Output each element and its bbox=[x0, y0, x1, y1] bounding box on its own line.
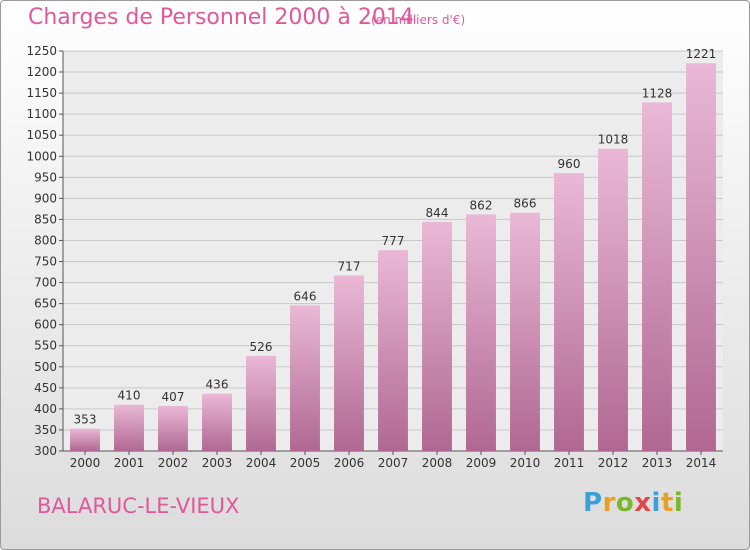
y-tick-label: 1100 bbox=[26, 107, 57, 121]
bar-2000 bbox=[70, 428, 100, 451]
bar-2001 bbox=[114, 404, 144, 451]
bar-value-label: 353 bbox=[74, 413, 97, 427]
labels: 300 350 400 450 500 550 600 650 700 750 800 850 900 9… bbox=[26, 44, 716, 470]
bar-2003 bbox=[202, 393, 232, 451]
bars bbox=[70, 63, 716, 452]
logo-letter: r bbox=[602, 488, 616, 518]
y-tick-label: 600 bbox=[34, 318, 57, 332]
logo-letter: o bbox=[615, 488, 635, 518]
y-tick-label: 450 bbox=[34, 381, 57, 395]
y-tick-label: 1150 bbox=[26, 86, 57, 100]
bar-2007 bbox=[378, 250, 408, 451]
x-tick-label: 2001 bbox=[114, 456, 145, 470]
bar-value-label: 436 bbox=[206, 378, 229, 392]
bar-2012 bbox=[598, 148, 628, 451]
y-tick-label: 300 bbox=[34, 444, 57, 458]
bar-2002 bbox=[158, 405, 188, 451]
logo-letter: x bbox=[634, 488, 652, 518]
logo-letter: t bbox=[660, 488, 674, 518]
chart-subtitle: (en milliers d'€) bbox=[371, 13, 466, 27]
bar-2004 bbox=[246, 355, 276, 451]
x-tick-label: 2008 bbox=[422, 456, 453, 470]
x-tick-label: 2012 bbox=[598, 456, 629, 470]
bar-value-label: 526 bbox=[250, 340, 273, 354]
y-tick-label: 350 bbox=[34, 423, 57, 437]
x-tick-label: 2009 bbox=[466, 456, 497, 470]
y-tick-label: 850 bbox=[34, 212, 57, 226]
y-tick-label: 1200 bbox=[26, 65, 57, 79]
bar-2010 bbox=[510, 212, 540, 451]
y-tick-label: 550 bbox=[34, 339, 57, 353]
bar-2014 bbox=[686, 63, 716, 452]
x-tick-label: 2011 bbox=[554, 456, 585, 470]
bar-2009 bbox=[466, 214, 496, 451]
logo-letter: i bbox=[651, 488, 661, 518]
y-tick-label: 900 bbox=[34, 191, 57, 205]
bar-value-label: 407 bbox=[162, 390, 185, 404]
bar-value-label: 1128 bbox=[642, 86, 673, 100]
bar-2011 bbox=[554, 173, 584, 451]
place-name: BALARUC-LE-VIEUX bbox=[37, 494, 240, 518]
y-tick-label: 1050 bbox=[26, 128, 57, 142]
bar-value-label: 862 bbox=[470, 198, 493, 212]
bar-value-label: 960 bbox=[558, 157, 581, 171]
bar-value-label: 646 bbox=[294, 289, 317, 303]
bar-2013 bbox=[642, 102, 672, 452]
x-tick-label: 2000 bbox=[70, 456, 101, 470]
y-tick-label: 800 bbox=[34, 233, 57, 247]
bar-value-label: 777 bbox=[382, 234, 405, 248]
bar-value-label: 844 bbox=[426, 206, 449, 220]
bar-2008 bbox=[422, 221, 452, 451]
x-tick-label: 2004 bbox=[246, 456, 277, 470]
bar-2006 bbox=[334, 275, 364, 451]
logo-letter: i bbox=[673, 488, 684, 518]
y-tick-label: 1250 bbox=[26, 44, 57, 58]
x-tick-label: 2007 bbox=[378, 456, 409, 470]
logo-letter: P bbox=[583, 488, 603, 518]
x-tick-label: 2010 bbox=[510, 456, 541, 470]
bar-value-label: 1018 bbox=[598, 133, 629, 147]
y-tick-label: 700 bbox=[34, 276, 57, 290]
x-tick-label: 2013 bbox=[642, 456, 673, 470]
x-tick-label: 2005 bbox=[290, 456, 321, 470]
x-tick-label: 2006 bbox=[334, 456, 365, 470]
chart-title: Charges de Personnel 2000 à 2014 bbox=[28, 5, 414, 30]
x-tick-label: 2003 bbox=[202, 456, 233, 470]
bar-value-label: 866 bbox=[514, 197, 537, 211]
x-tick-label: 2002 bbox=[158, 456, 189, 470]
y-tick-label: 500 bbox=[34, 360, 57, 374]
x-tick-label: 2014 bbox=[686, 456, 717, 470]
y-tick-label: 1000 bbox=[26, 149, 57, 163]
y-tick-label: 650 bbox=[34, 297, 57, 311]
y-tick-label: 950 bbox=[34, 170, 57, 184]
y-tick-label: 400 bbox=[34, 402, 57, 416]
proxiti-logo: Proxiti bbox=[583, 488, 683, 518]
bar-2005 bbox=[290, 305, 320, 451]
y-tick-label: 750 bbox=[34, 255, 57, 269]
bar-value-label: 717 bbox=[338, 259, 361, 273]
bar-value-label: 1221 bbox=[686, 47, 717, 61]
bar-value-label: 410 bbox=[118, 389, 141, 403]
